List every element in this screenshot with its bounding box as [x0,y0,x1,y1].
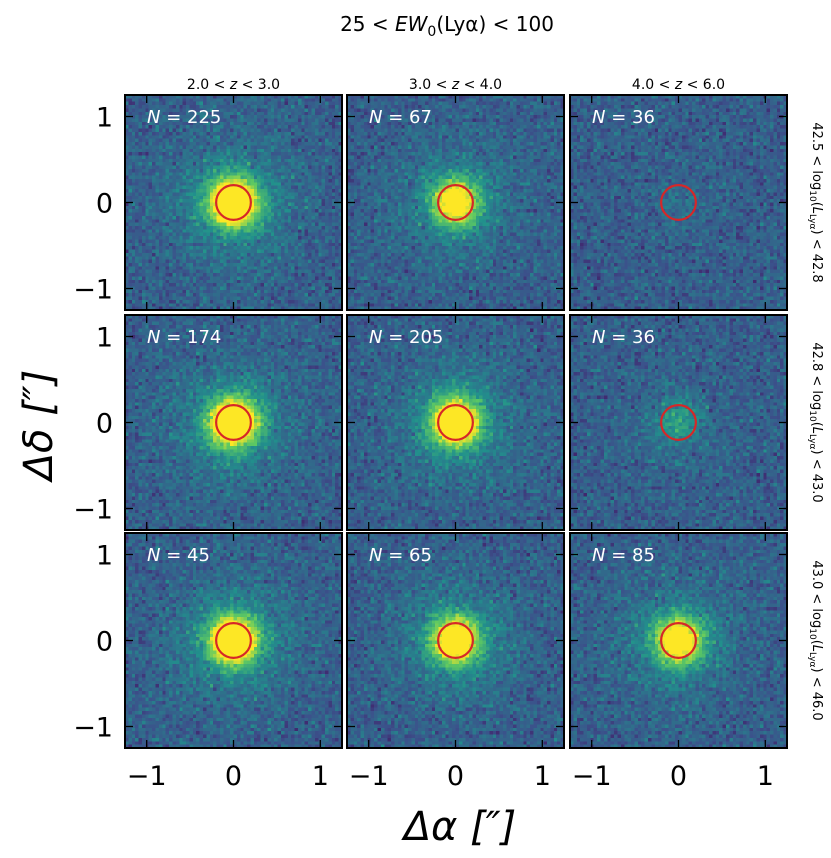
panel-frame [124,532,343,749]
panel-r2-c2: N = 85 [569,532,788,749]
aperture-circle [437,184,474,221]
y-tick-label: 0 [96,627,113,658]
x-tick-label: 1 [312,761,329,792]
panel-r1-c0: N = 174 [124,314,343,531]
x-tick-label: 0 [670,761,687,792]
y-tick-label: 0 [96,409,113,440]
sample-count-label: N = 225 [147,107,221,128]
row-label-luminosity: 43.0 < log10(LLyα) < 46.0 [807,560,824,720]
panel-frame [346,94,565,311]
stacked-image [125,533,342,748]
x-tick-label: 0 [447,761,464,792]
sample-count-label: N = 85 [592,545,655,566]
x-tick-label: −1 [127,761,167,792]
column-header-redshift: 2.0 < z < 3.0 [187,77,280,93]
row-label-luminosity: 42.5 < log10(LLyα) < 42.8 [807,122,824,282]
title-suffix: (Lyα) < 100 [436,12,554,36]
y-tick-label: 1 [96,541,113,572]
y-tick-label: 0 [96,189,113,220]
stacked-image [347,533,564,748]
panel-r0-c2: N = 36 [569,94,788,311]
panel-grid: N = 225 N = 67 N = 36 N = 174 N = 205 N = 36 N… [124,77,824,749]
panel-r0-c0: N = 225 [124,94,343,311]
panel-r1-c2: N = 36 [569,314,788,531]
y-axis-label: Δδ [″] [16,370,62,484]
panel-frame [569,94,788,311]
aperture-circle [215,404,252,441]
panel-frame [569,532,788,749]
stacked-image [125,315,342,530]
aperture-circle [660,184,697,221]
panel-r2-c0: N = 45 [124,532,343,749]
aperture-circle [215,622,252,659]
panel-r2-c1: N = 65 [346,532,565,749]
y-tick-label: −1 [73,275,113,306]
y-tick-label: −1 [73,713,113,744]
panel-frame [124,94,343,311]
x-axis-label: Δα [″] [401,804,517,850]
column-header-redshift: 4.0 < z < 6.0 [632,77,725,93]
column-header-redshift: 3.0 < z < 4.0 [409,77,502,93]
panel-frame [569,314,788,531]
aperture-circle [660,622,697,659]
panel-frame [124,314,343,531]
stacked-image [570,533,787,748]
stacked-image [347,95,564,310]
title-prefix: 25 < [340,12,395,36]
sample-count-label: N = 205 [369,327,443,348]
stacked-image [347,315,564,530]
x-tick-label: 1 [534,761,551,792]
sample-count-label: N = 36 [592,327,655,348]
stacked-image [570,315,787,530]
stacked-image [570,95,787,310]
panel-frame [346,532,565,749]
x-tick-labels: −1 0 1 −1 0 1 −1 0 1 [127,761,774,792]
aperture-circle [660,404,697,441]
x-tick-label: 1 [757,761,774,792]
x-tick-label: 0 [225,761,242,792]
aperture-circle [437,622,474,659]
x-tick-label: −1 [349,761,389,792]
panel-r0-c1: N = 67 [346,94,565,311]
sample-count-label: N = 174 [147,327,221,348]
row-label-luminosity: 42.8 < log10(LLyα) < 43.0 [807,342,824,502]
sample-count-label: N = 65 [369,545,432,566]
figure-title: 25 < EW0(Lyα) < 100 [340,12,554,40]
y-tick-label: −1 [73,495,113,526]
aperture-circle [215,184,252,221]
x-tick-label: −1 [572,761,612,792]
panel-r1-c1: N = 205 [346,314,565,531]
panel-frame [346,314,565,531]
y-tick-labels: −1 0 1 −1 0 1 −1 0 1 [73,103,113,744]
aperture-circle [437,404,474,441]
title-ew: EW [395,12,429,36]
y-tick-label: 1 [96,323,113,354]
stacked-image [125,95,342,310]
y-tick-label: 1 [96,103,113,134]
sample-count-label: N = 36 [592,107,655,128]
sample-count-label: N = 45 [147,545,210,566]
title-subscript: 0 [427,24,436,40]
sample-count-label: N = 67 [369,107,432,128]
